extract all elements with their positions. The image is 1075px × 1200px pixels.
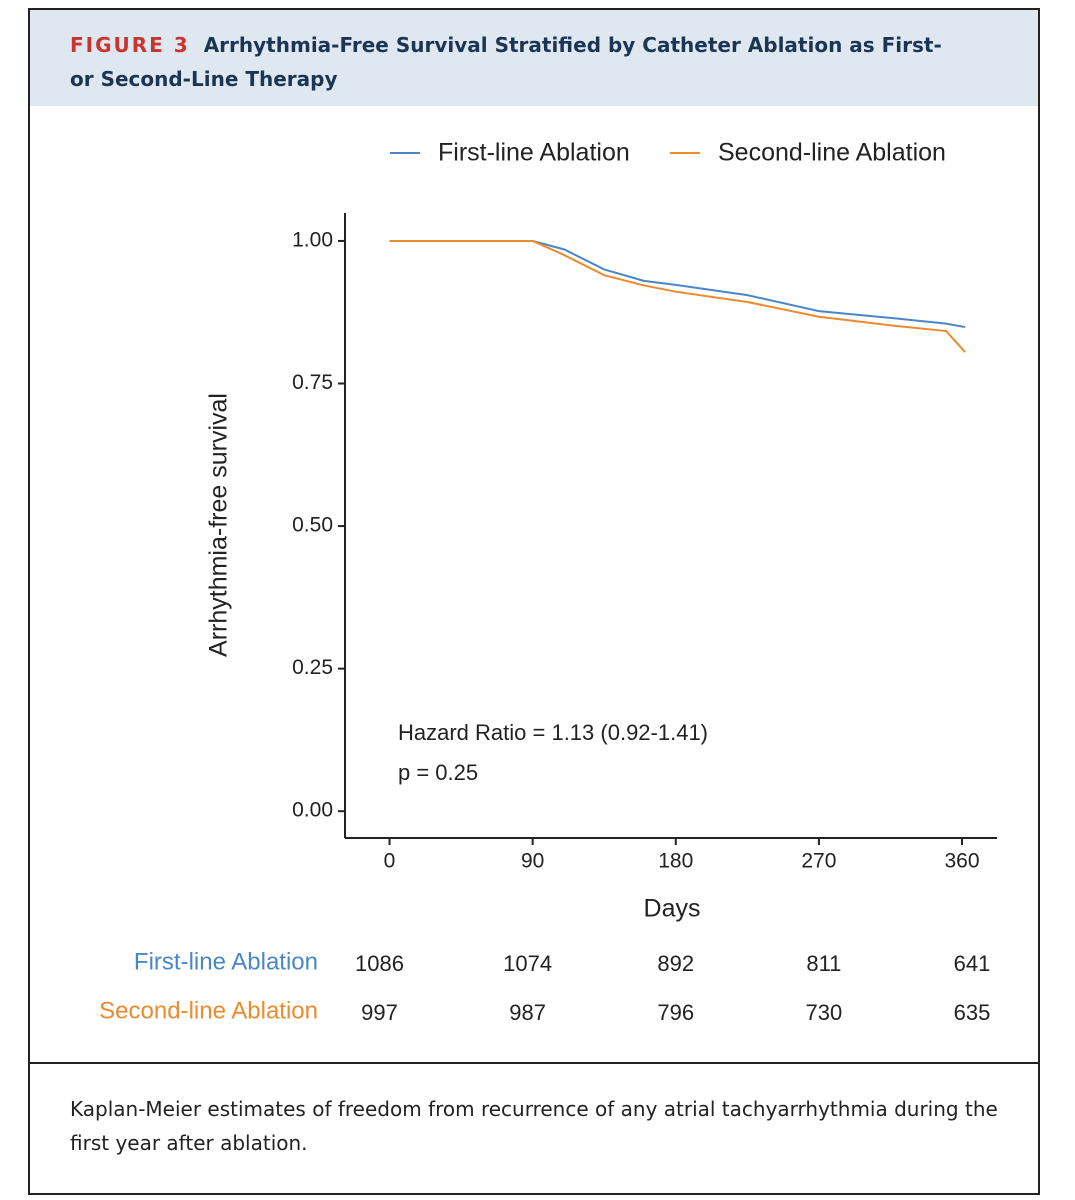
risk-count: 1086 (355, 951, 404, 976)
risk-count: 641 (954, 951, 991, 976)
risk-row-label: First-line Ablation (134, 948, 318, 975)
annotation: p = 0.25 (398, 760, 478, 785)
x-tick-label: 360 (944, 850, 979, 873)
legend-label: First-line Ablation (438, 139, 630, 167)
survival-line (389, 239, 966, 353)
y-tick-label: 0.25 (292, 656, 333, 679)
x-tick-label: 90 (521, 850, 544, 873)
x-tick-label: 0 (384, 850, 396, 873)
risk-count: 997 (361, 1000, 398, 1025)
title-text: Arrhythmia-Free Survival Stratified by C… (70, 33, 942, 91)
risk-count: 730 (806, 1000, 843, 1025)
chart: Days Arrhythmia-free survival Hazard Rat… (99, 139, 997, 1025)
risk-count: 635 (954, 1000, 991, 1025)
survival-line (389, 239, 966, 329)
y-tick-label: 0.50 (292, 514, 333, 537)
figure-frame (28, 8, 1040, 1195)
separator (30, 1062, 1038, 1064)
annotation: Hazard Ratio = 1.13 (0.92-1.41) (398, 720, 708, 745)
x-tick-label: 180 (658, 850, 693, 873)
x-tick-label: 270 (801, 850, 836, 873)
legend-label: Second-line Ablation (718, 139, 946, 167)
y-tick-label: 0.75 (292, 371, 333, 394)
x-axis-title: Days (644, 895, 701, 923)
risk-count: 987 (509, 1000, 546, 1025)
figure-title: FIGURE 3 Arrhythmia-Free Survival Stratif… (70, 28, 970, 96)
y-tick-label: 1.00 (292, 228, 333, 251)
risk-row-label: Second-line Ablation (99, 997, 318, 1024)
risk-count: 796 (657, 1000, 694, 1025)
risk-count: 811 (806, 951, 841, 976)
y-tick-label: 0.00 (292, 799, 333, 822)
risk-count: 1074 (503, 951, 552, 976)
caption: Kaplan-Meier estimates of freedom from r… (70, 1097, 998, 1155)
header-band (30, 10, 1038, 106)
figure-label: FIGURE 3 (70, 33, 190, 57)
y-axis-title: Arrhythmia-free survival (205, 393, 233, 657)
risk-count: 892 (657, 951, 694, 976)
